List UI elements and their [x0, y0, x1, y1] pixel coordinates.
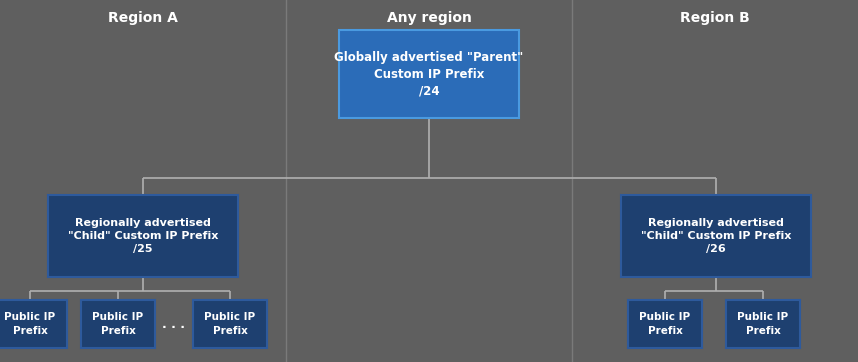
Text: Regionally advertised
"Child" Custom IP Prefix
/26: Regionally advertised "Child" Custom IP … — [641, 218, 791, 254]
FancyBboxPatch shape — [628, 300, 702, 348]
FancyBboxPatch shape — [193, 300, 267, 348]
FancyBboxPatch shape — [81, 300, 155, 348]
Text: Regionally advertised
"Child" Custom IP Prefix
/25: Regionally advertised "Child" Custom IP … — [68, 218, 218, 254]
Text: . . .: . . . — [162, 317, 185, 331]
Text: Public IP
Prefix: Public IP Prefix — [204, 312, 256, 336]
FancyBboxPatch shape — [339, 30, 519, 118]
Text: Public IP
Prefix: Public IP Prefix — [4, 312, 56, 336]
Text: Public IP
Prefix: Public IP Prefix — [93, 312, 143, 336]
Text: Public IP
Prefix: Public IP Prefix — [639, 312, 691, 336]
Text: Region B: Region B — [680, 11, 750, 25]
FancyBboxPatch shape — [48, 195, 238, 277]
FancyBboxPatch shape — [0, 300, 67, 348]
Text: Globally advertised "Parent"
Custom IP Prefix
/24: Globally advertised "Parent" Custom IP P… — [335, 51, 523, 97]
FancyBboxPatch shape — [726, 300, 800, 348]
Text: Any region: Any region — [387, 11, 471, 25]
Text: Region A: Region A — [108, 11, 178, 25]
FancyBboxPatch shape — [621, 195, 811, 277]
Text: Public IP
Prefix: Public IP Prefix — [737, 312, 789, 336]
